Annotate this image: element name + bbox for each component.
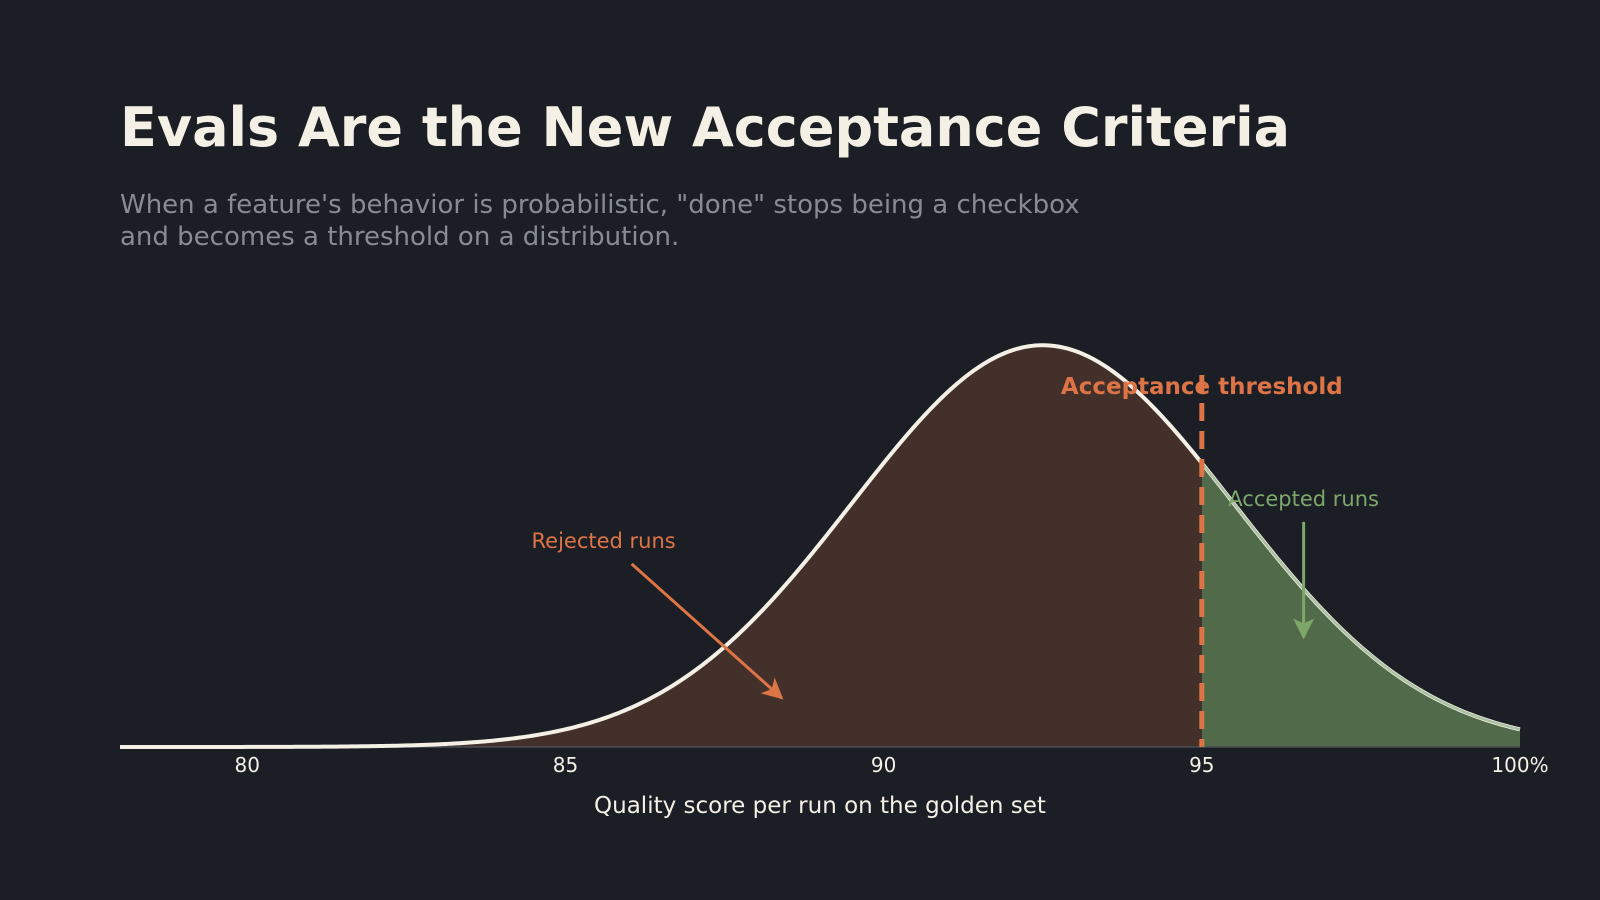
subtitle-line-2: and becomes a threshold on a distributio…: [120, 222, 680, 252]
x-tick-label: 85: [553, 753, 578, 777]
x-axis-label: Quality score per run on the golden set: [594, 793, 1046, 819]
accepted-annotation-label: Accepted runs: [1228, 487, 1379, 511]
slide-subtitle: When a feature's behavior is probabilist…: [120, 189, 1240, 253]
rejected-annotation-label: Rejected runs: [532, 529, 676, 553]
x-tick-label: 95: [1189, 753, 1214, 777]
subtitle-line-1: When a feature's behavior is probabilist…: [120, 190, 1080, 220]
x-tick-label: 80: [235, 753, 260, 777]
accepted-curve-edge: [1200, 462, 1521, 731]
rejected-region: [120, 345, 1202, 747]
threshold-label: Acceptance threshold: [1061, 374, 1343, 400]
accepted-region: [1201, 463, 1520, 747]
x-tick-label: 90: [871, 753, 896, 777]
rejected-annotation-arrow: [630, 562, 784, 700]
slide-title: Evals Are the New Acceptance Criteria: [120, 96, 1291, 159]
x-tick-label: 100%: [1491, 753, 1548, 777]
